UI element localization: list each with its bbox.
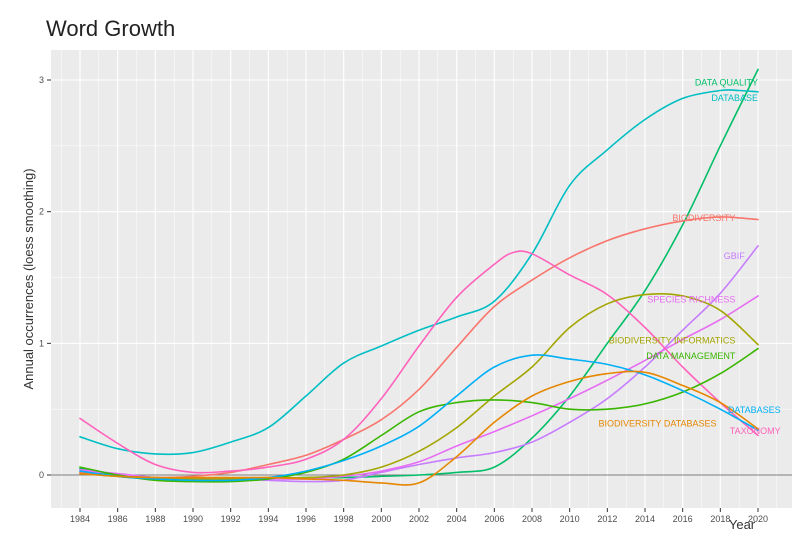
x-tick-label: 2004 bbox=[447, 514, 467, 524]
y-tick-label: 3 bbox=[39, 75, 44, 85]
x-tick-label: 2008 bbox=[522, 514, 542, 524]
series-line-biodiversity-informatics bbox=[79, 292, 759, 480]
series-label-taxonomy: TAXONOMY bbox=[730, 426, 781, 436]
x-tick-label: 2014 bbox=[635, 514, 655, 524]
series-label-database: DATABASE bbox=[711, 93, 758, 103]
x-tick-label: 2016 bbox=[673, 514, 693, 524]
series-line-database bbox=[79, 89, 759, 456]
x-axis-ticks: 1984 1986 1988 1990 1992 1994 1996 1998 2000 2002… bbox=[70, 508, 768, 524]
series-line-data-management bbox=[79, 347, 759, 483]
x-tick-label: 1990 bbox=[183, 514, 203, 524]
series-label-biodiversity-informatics: BIODIVERSITY INFORMATICS bbox=[609, 335, 736, 345]
series-line-biodiversity-databases bbox=[79, 370, 759, 486]
inline-labels: DATA QUALITY DATABASE BIODIVERSITY GBIF SPEC… bbox=[599, 77, 781, 436]
series-line-taxonomy bbox=[79, 250, 759, 474]
series-line-databases bbox=[79, 354, 759, 482]
series-label-data-quality: DATA QUALITY bbox=[695, 77, 758, 87]
x-tick-label: 1994 bbox=[258, 514, 278, 524]
x-tick-label: 1998 bbox=[334, 514, 354, 524]
series-label-biodiversity: BIODIVERSITY bbox=[672, 213, 735, 223]
x-tick-label: 2002 bbox=[409, 514, 429, 524]
series-label-biodiversity-databases: BIODIVERSITY DATABASES bbox=[599, 418, 717, 428]
series-label-gbif: GBIF bbox=[724, 251, 746, 261]
grid-lines bbox=[51, 50, 792, 508]
x-tick-label: 2010 bbox=[560, 514, 580, 524]
plot-panel bbox=[51, 50, 792, 508]
y-axis-ticks: 0 1 2 3 bbox=[39, 75, 51, 480]
chart-title: Word Growth bbox=[46, 16, 176, 41]
series-lines bbox=[79, 68, 759, 486]
x-tick-label: 2000 bbox=[371, 514, 391, 524]
y-tick-label: 1 bbox=[39, 338, 44, 348]
x-tick-label: 1996 bbox=[296, 514, 316, 524]
x-tick-label: 2020 bbox=[748, 514, 768, 524]
x-tick-label: 1984 bbox=[70, 514, 90, 524]
y-tick-label: 0 bbox=[39, 470, 44, 480]
x-tick-label: 2018 bbox=[710, 514, 730, 524]
y-tick-label: 2 bbox=[39, 207, 44, 217]
series-label-species-richness: SPECIES RICHNESS bbox=[647, 295, 735, 305]
series-label-data-management: DATA MANAGEMENT bbox=[646, 351, 736, 361]
x-axis-label: Year bbox=[729, 517, 756, 532]
series-line-biodiversity bbox=[79, 216, 759, 479]
x-tick-label: 2006 bbox=[484, 514, 504, 524]
x-tick-label: 1992 bbox=[221, 514, 241, 524]
series-label-databases: DATABASES bbox=[728, 405, 781, 415]
x-tick-label: 2012 bbox=[597, 514, 617, 524]
y-axis-label: Annual occurrences (loess smoothing) bbox=[21, 168, 36, 389]
x-tick-label: 1986 bbox=[108, 514, 128, 524]
x-tick-label: 1988 bbox=[145, 514, 165, 524]
